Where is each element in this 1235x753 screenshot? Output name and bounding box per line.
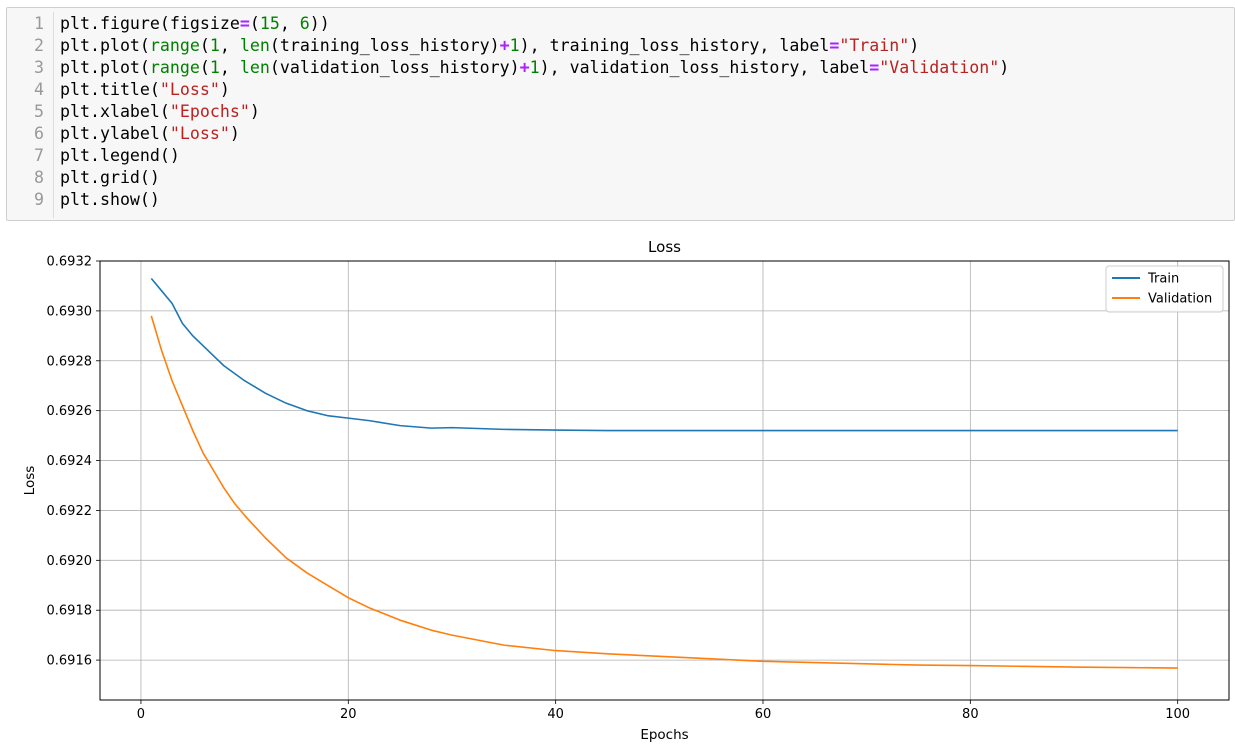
code-text: plt.grid() xyxy=(60,167,160,189)
y-tick-label: 0.6916 xyxy=(47,654,93,669)
axes-frame xyxy=(99,260,1230,701)
x-tick-label: 20 xyxy=(340,707,357,722)
code-token: range xyxy=(149,36,200,55)
code-token: , xyxy=(219,58,240,77)
x-tick-label: 80 xyxy=(962,707,979,722)
code-token: 15 xyxy=(259,14,280,33)
chart-title: Loss xyxy=(648,238,681,256)
code-text: plt.figure(figsize=(15, 6)) xyxy=(60,13,330,35)
code-token: ( xyxy=(199,58,210,77)
line-number: 4 xyxy=(34,80,44,99)
line-number: 8 xyxy=(34,168,44,187)
code-token: ) xyxy=(909,36,920,55)
code-cell[interactable]: 1 plt.figure(figsize=(15, 6)) 2 plt.plot(ra… xyxy=(6,7,1235,221)
code-token: ( xyxy=(249,14,260,33)
x-tick-label: 40 xyxy=(547,707,564,722)
code-text: plt.xlabel("Epochs") xyxy=(60,101,260,123)
code-token: len xyxy=(239,58,270,77)
code-token: 1 xyxy=(509,36,520,55)
plot-output: 0 20 40 60 80 100 0.6916 0.6918 0.6920 0.6922 0.69… xyxy=(0,230,1235,748)
code-token: "Loss" xyxy=(159,80,220,99)
code-token: plt.figure(figsize xyxy=(60,14,240,33)
code-token: ( xyxy=(199,36,210,55)
loss-chart: 0 20 40 60 80 100 0.6916 0.6918 0.6920 0.6922 0.69… xyxy=(22,238,1230,743)
code-text: plt.show() xyxy=(60,189,160,211)
code-token: + xyxy=(499,36,510,55)
code-token: plt.xlabel( xyxy=(60,102,170,121)
code-token: ) xyxy=(999,58,1010,77)
line-number: 5 xyxy=(34,102,44,121)
series-line-validation xyxy=(150,315,1178,669)
code-token: = xyxy=(829,36,840,55)
code-token: plt.legend() xyxy=(60,146,180,165)
code-token: (training_loss_history) xyxy=(269,36,500,55)
code-text: plt.legend() xyxy=(60,145,180,167)
y-tick-label: 0.6926 xyxy=(47,404,93,419)
code-token: plt.grid() xyxy=(60,168,160,187)
code-token: len xyxy=(239,36,270,55)
code-token: plt.plot( xyxy=(60,36,150,55)
code-token: 1 xyxy=(209,58,220,77)
code-token: ), training_loss_history, label xyxy=(519,36,830,55)
x-tick-label: 60 xyxy=(755,707,772,722)
gutter-divider xyxy=(53,12,54,218)
y-tick-label: 0.6932 xyxy=(47,255,93,270)
code-token: = xyxy=(869,58,880,77)
code-token: plt.title( xyxy=(60,80,160,99)
y-tick-label: 0.6922 xyxy=(47,504,93,519)
x-axis-label: Epochs xyxy=(640,727,688,743)
code-text: plt.ylabel("Loss") xyxy=(60,123,240,145)
code-token: ) xyxy=(229,124,240,143)
code-token: "Validation" xyxy=(879,58,1000,77)
legend-label-train: Train xyxy=(1147,272,1179,287)
code-text: plt.plot(range(1, len(training_loss_hist… xyxy=(60,35,919,57)
y-tick-label: 0.6920 xyxy=(47,554,93,569)
line-number: 1 xyxy=(34,14,44,33)
code-text: plt.plot(range(1, len(validation_loss_hi… xyxy=(60,57,1009,79)
code-token: , xyxy=(279,14,300,33)
y-tick-label: 0.6924 xyxy=(47,454,93,469)
line-number: 9 xyxy=(34,190,44,209)
line-number: 2 xyxy=(34,36,44,55)
legend-label-validation: Validation xyxy=(1148,292,1212,307)
code-token: 1 xyxy=(209,36,220,55)
code-token: plt.plot( xyxy=(60,58,150,77)
line-number: 7 xyxy=(34,146,44,165)
code-token: ) xyxy=(219,80,230,99)
y-tick-label: 0.6930 xyxy=(47,304,93,319)
code-token: ) xyxy=(249,102,260,121)
series-line-train xyxy=(150,277,1178,432)
code-token: "Epochs" xyxy=(169,102,250,121)
code-token: = xyxy=(239,14,250,33)
line-number: 3 xyxy=(34,58,44,77)
code-token: plt.ylabel( xyxy=(60,124,170,143)
y-tick-label: 0.6928 xyxy=(47,354,93,369)
code-token: , xyxy=(219,36,240,55)
y-axis-label: Loss xyxy=(22,466,38,496)
code-token: (validation_loss_history) xyxy=(269,58,520,77)
code-text: plt.title("Loss") xyxy=(60,79,230,101)
y-tick-label: 0.6918 xyxy=(47,604,93,619)
code-token: range xyxy=(149,58,200,77)
code-token: "Loss" xyxy=(169,124,230,143)
x-tick-label: 100 xyxy=(1165,707,1190,722)
code-token: + xyxy=(519,58,530,77)
code-token: )) xyxy=(309,14,330,33)
code-token: 1 xyxy=(529,58,540,77)
code-token: 6 xyxy=(299,14,310,33)
code-token: ), validation_loss_history, label xyxy=(539,58,870,77)
x-tick-label: 0 xyxy=(137,707,145,722)
line-number: 6 xyxy=(34,124,44,143)
code-token: plt.show() xyxy=(60,190,160,209)
code-token: "Train" xyxy=(839,36,910,55)
